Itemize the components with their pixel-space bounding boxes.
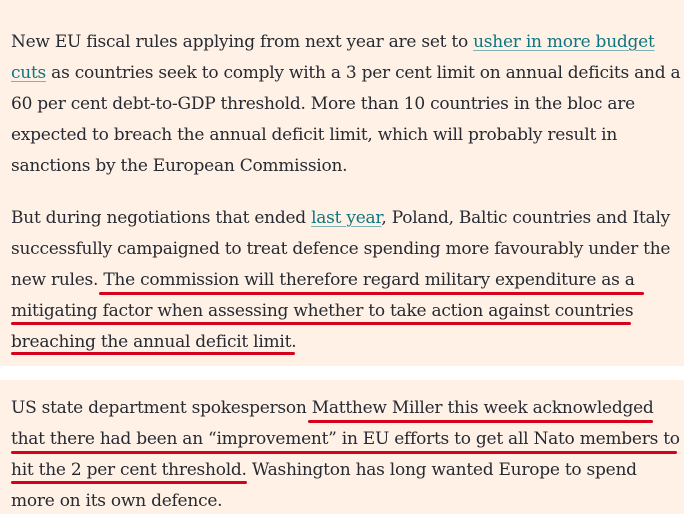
last-year-link[interactable]: last year [311,208,382,228]
p2-l1-post: , Poland, Baltic countries and Italy [381,208,670,228]
paragraph-3-line-4: more on its own defence. [11,491,223,511]
paragraph-1-line-3: 60 per cent debt-to-GDP threshold. More … [11,94,635,114]
paragraph-2-line-4: mitigating factor when assessing whether… [11,301,634,321]
p1-l1-text: New EU fiscal rules applying from next y… [11,32,474,52]
p2-l1-pre: But during negotiations that ended [11,208,312,228]
p1-l2-text: as countries seek to comply with a 3 per… [46,63,681,83]
annotation-underline [11,451,677,454]
usher-budget-cuts-link[interactable]: usher in more budget [473,32,655,52]
p2-l3-pre: new rules. [11,270,104,290]
cuts-link[interactable]: cuts [11,63,47,83]
annotation-underline [308,420,653,423]
p3-l3-highlight: hit the 2 per cent threshold [11,460,242,480]
paragraph-3-line-1: US state department spokesperson Matthew… [11,398,654,418]
paragraph-2-line-5: breaching the annual deficit limit. [11,332,297,352]
p2-l5-highlight: breaching the annual deficit limit [11,332,292,352]
paragraph-1-line-5: sanctions by the European Commission. [11,156,348,176]
p3-l1-highlight: Matthew Miller this week acknowledged [311,398,654,418]
paragraph-3-line-2: that there had been an “improvement” in … [11,429,680,449]
paragraph-1-line-1: New EU fiscal rules applying from next y… [11,32,655,52]
article-panel-top: New EU fiscal rules applying from next y… [0,0,684,366]
annotation-underline [11,481,247,484]
annotation-underline [99,292,644,295]
article-panel-bottom: US state department spokesperson Matthew… [0,380,684,514]
paragraph-2-line-1: But during negotiations that ended last … [11,208,670,228]
p2-l3-highlight: The commission will therefore regard mil… [103,270,635,290]
p3-l3-post: . Washington has long wanted Europe to s… [241,460,638,480]
paragraph-1-line-4: expected to breach the annual deficit li… [11,125,618,145]
paragraph-3-line-3: hit the 2 per cent threshold. Washington… [11,460,637,480]
p2-l5-post: . [291,332,297,352]
paragraph-2-line-2: successfully campaigned to treat defence… [11,239,671,259]
annotation-underline [11,322,631,325]
annotation-underline [11,352,295,355]
p3-l1-pre: US state department spokesperson [11,398,312,418]
paragraph-2-line-3: new rules. The commission will therefore… [11,270,635,290]
paragraph-1-line-2: cuts as countries seek to comply with a … [11,63,681,83]
